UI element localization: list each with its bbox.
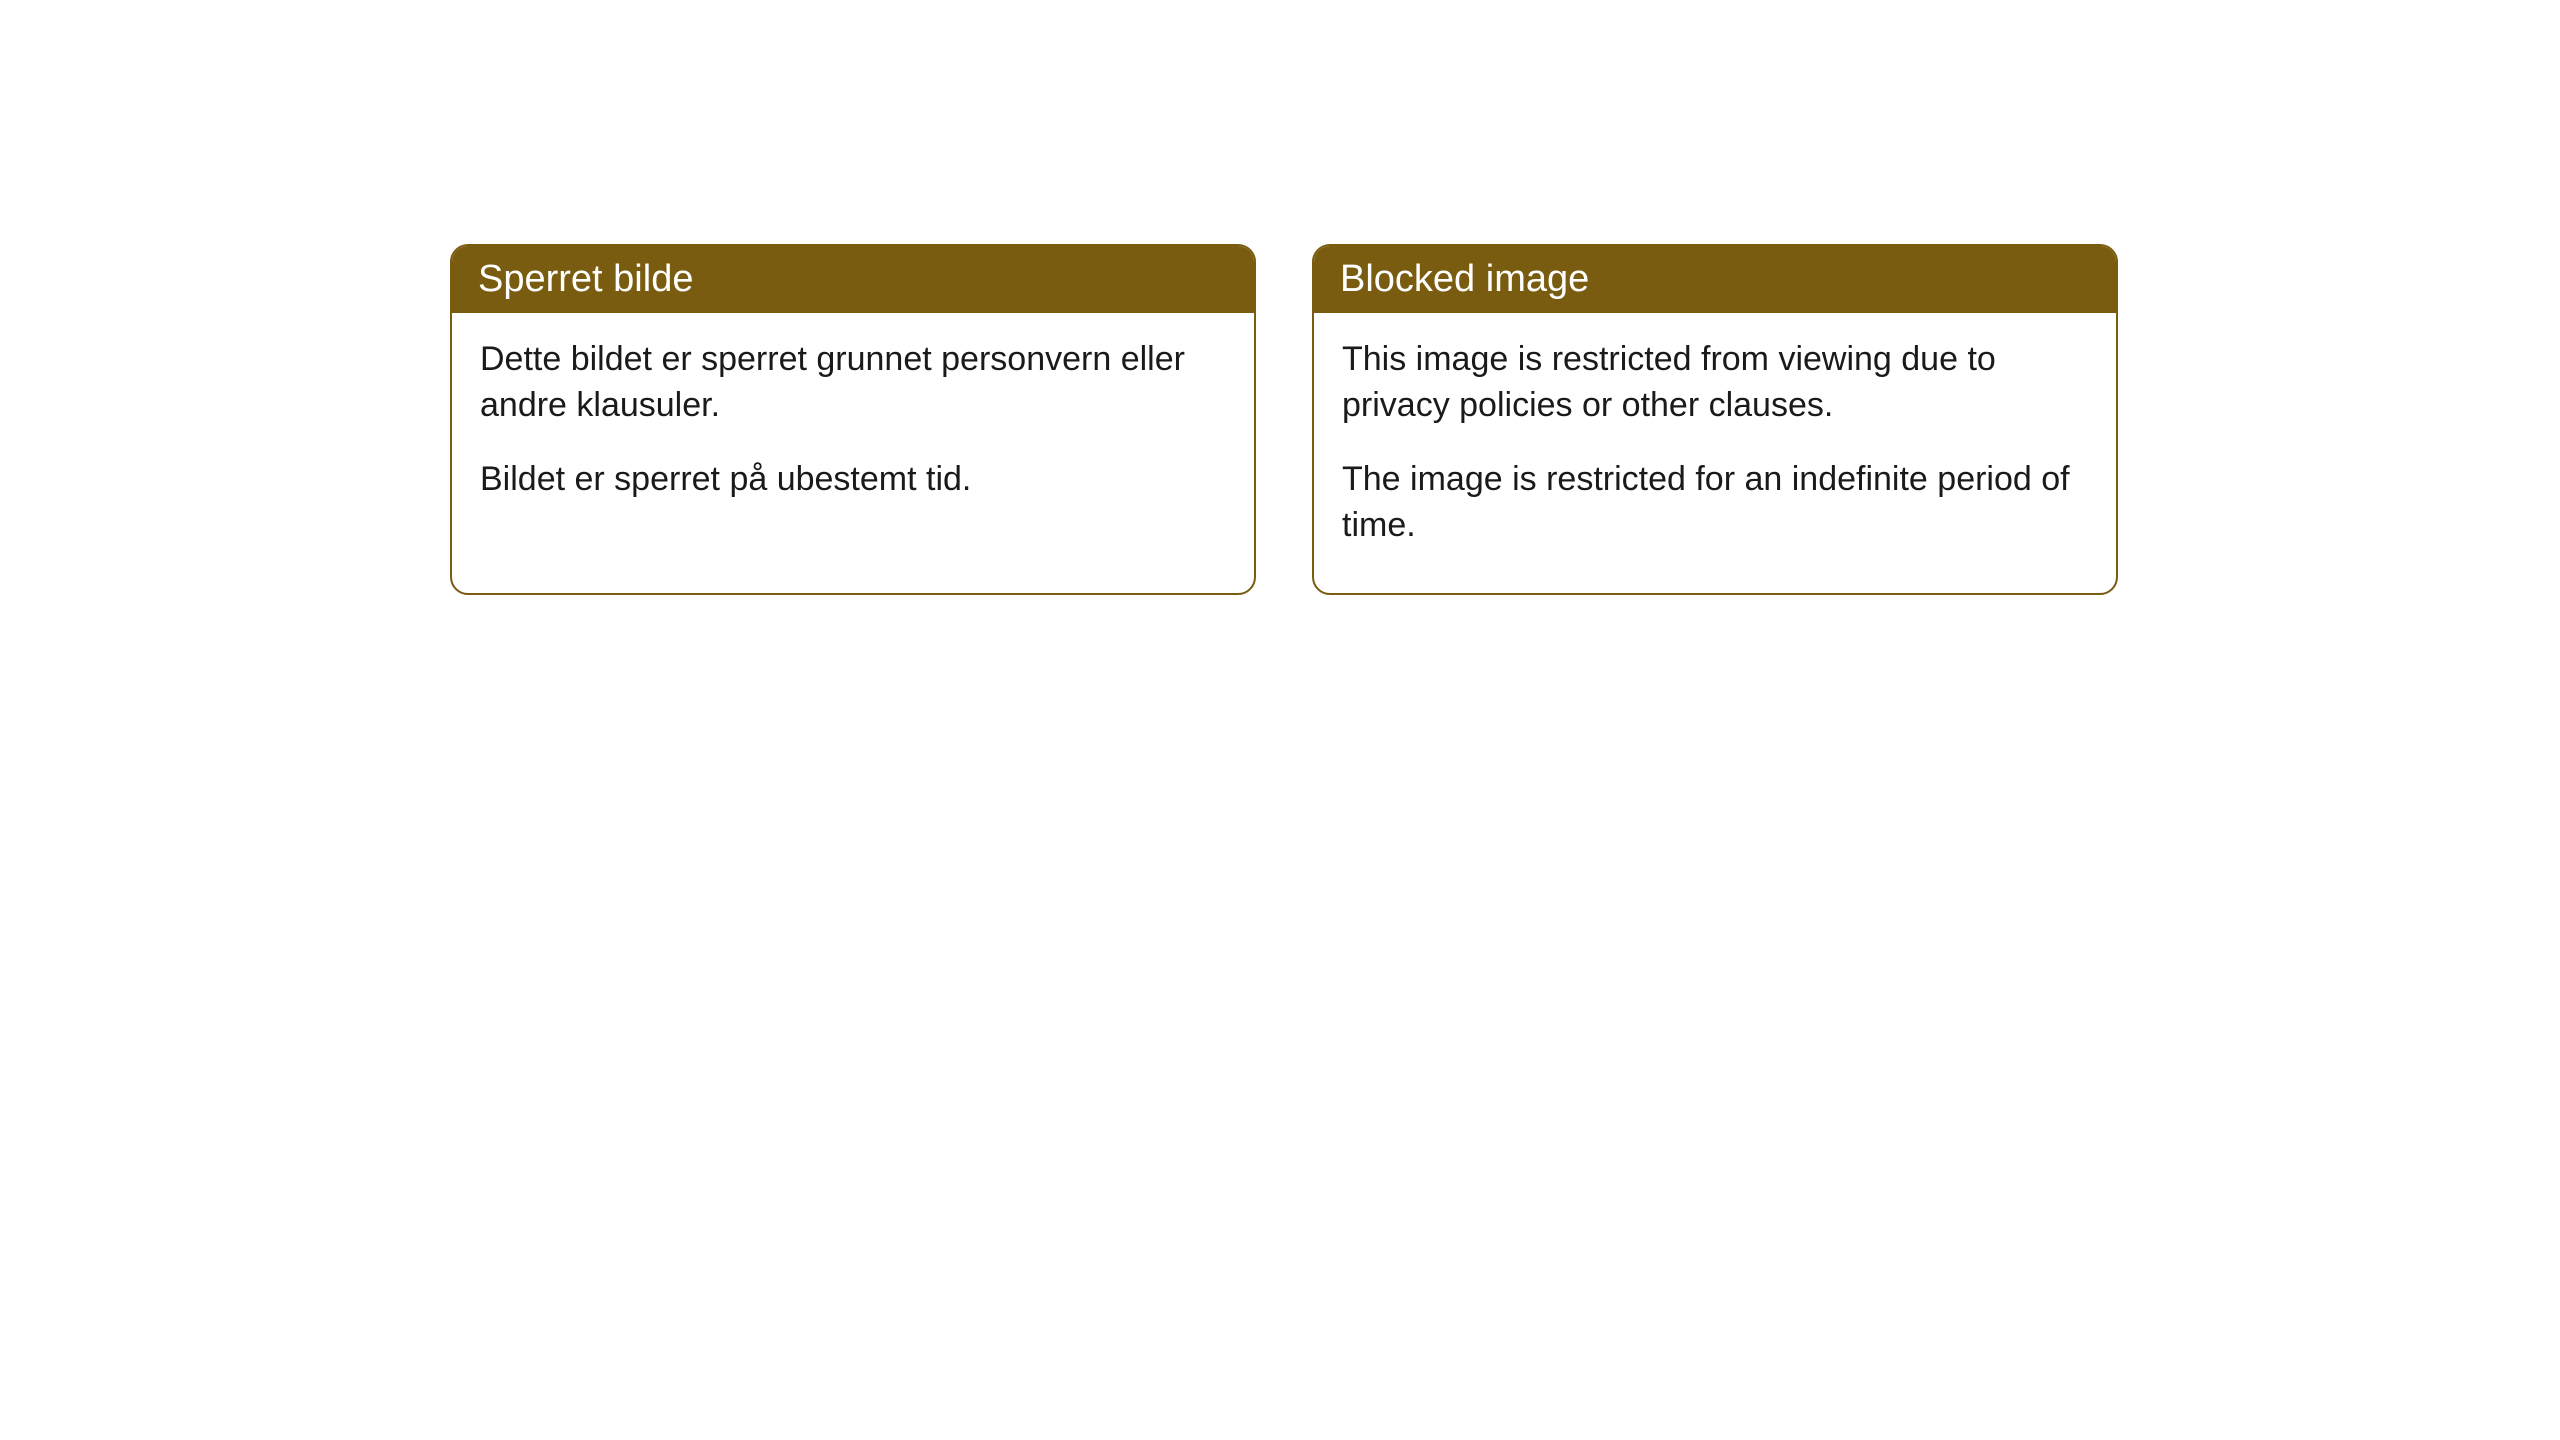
card-text-line: Bildet er sperret på ubestemt tid. xyxy=(480,457,1226,503)
card-title: Sperret bilde xyxy=(478,258,693,300)
card-body-norwegian: Dette bildet er sperret grunnet personve… xyxy=(452,313,1254,547)
card-header-english: Blocked image xyxy=(1314,246,2116,313)
card-body-english: This image is restricted from viewing du… xyxy=(1314,313,2116,593)
notice-cards-container: Sperret bilde Dette bildet er sperret gr… xyxy=(0,0,2560,595)
notice-card-norwegian: Sperret bilde Dette bildet er sperret gr… xyxy=(450,244,1256,595)
card-text-line: This image is restricted from viewing du… xyxy=(1342,337,2088,429)
card-text-line: The image is restricted for an indefinit… xyxy=(1342,457,2088,549)
card-text-line: Dette bildet er sperret grunnet personve… xyxy=(480,337,1226,429)
card-header-norwegian: Sperret bilde xyxy=(452,246,1254,313)
card-title: Blocked image xyxy=(1340,258,1589,300)
notice-card-english: Blocked image This image is restricted f… xyxy=(1312,244,2118,595)
